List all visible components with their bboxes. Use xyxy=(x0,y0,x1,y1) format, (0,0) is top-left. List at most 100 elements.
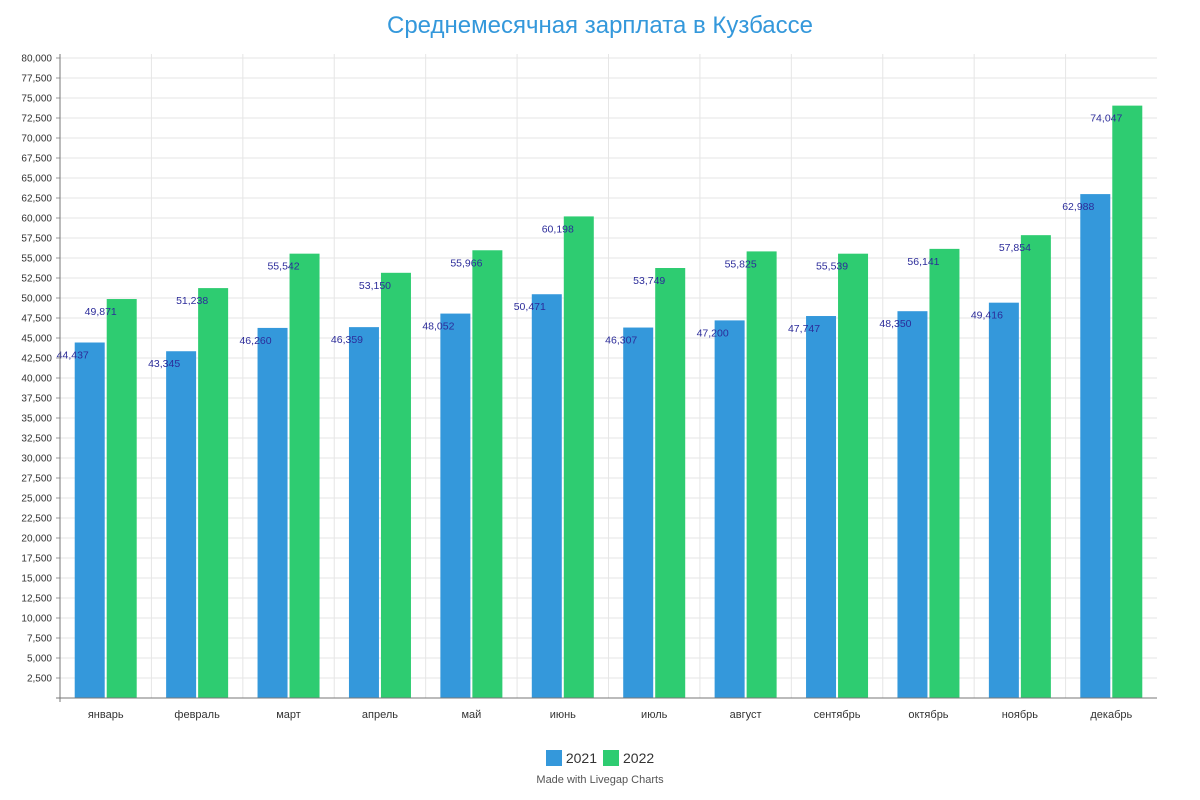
value-label-2022-11: 74,047 xyxy=(1090,113,1122,125)
y-tick-label: 22,500 xyxy=(21,514,52,525)
bar-2022-8[interactable] xyxy=(838,253,869,699)
y-tick-label: 27,500 xyxy=(21,474,52,485)
value-label-2022-4: 55,966 xyxy=(450,257,482,269)
bar-2022-4[interactable] xyxy=(472,250,503,698)
bar-2021-7[interactable] xyxy=(714,320,745,698)
bar-2022-5[interactable] xyxy=(563,216,594,698)
y-tick-label: 80,000 xyxy=(21,54,52,65)
bar-2022-11[interactable] xyxy=(1112,105,1143,698)
y-tick-label: 77,500 xyxy=(21,74,52,85)
value-label-2021-3: 46,359 xyxy=(331,334,363,346)
value-label-2021-11: 62,988 xyxy=(1062,201,1094,213)
legend-label-2021: 2021 xyxy=(565,750,597,766)
y-tick-label: 47,500 xyxy=(21,314,52,325)
value-label-2021-2: 46,260 xyxy=(239,335,271,347)
y-tick-label: 10,000 xyxy=(21,614,52,625)
y-tick-label: 37,500 xyxy=(21,394,52,405)
y-tick-label: 50,000 xyxy=(21,294,52,305)
bar-2021-3[interactable] xyxy=(348,327,379,698)
y-tick-label: 40,000 xyxy=(21,374,52,385)
chart-title: Среднемесячная зарплата в Кузбассе xyxy=(387,12,813,39)
y-tick-label: 17,500 xyxy=(21,554,52,565)
y-tick-label: 57,500 xyxy=(21,234,52,245)
bar-2021-5[interactable] xyxy=(531,294,562,698)
value-label-2021-1: 43,345 xyxy=(148,358,180,370)
x-category-label: сентябрь xyxy=(814,709,861,721)
x-category-label: май xyxy=(461,709,481,721)
bar-2021-6[interactable] xyxy=(623,327,654,698)
y-tick-label: 55,000 xyxy=(21,254,52,265)
y-tick-label: 72,500 xyxy=(21,114,52,125)
value-label-2021-5: 50,471 xyxy=(514,301,546,313)
x-category-label: декабрь xyxy=(1090,709,1132,721)
value-label-2022-7: 55,825 xyxy=(725,258,757,270)
y-tick-label: 15,000 xyxy=(21,574,52,585)
value-label-2021-6: 46,307 xyxy=(605,335,637,347)
value-label-2022-10: 57,854 xyxy=(999,242,1031,254)
value-labels: 44,437 49,871 43,345 51,238 46,260 55,542 46,3… xyxy=(57,113,1123,371)
bar-2022-0[interactable] xyxy=(106,299,137,698)
bar-2021-11[interactable] xyxy=(1080,194,1111,698)
bar-2022-7[interactable] xyxy=(746,251,777,698)
x-axis-categories: январь февраль март апрель май июнь июль август… xyxy=(88,709,1133,721)
bar-2021-4[interactable] xyxy=(440,313,471,698)
y-tick-label: 35,000 xyxy=(21,414,52,425)
legend-swatch-2022 xyxy=(603,750,619,766)
y-tick-label: 30,000 xyxy=(21,454,52,465)
y-axis-ticks: 2,500 5,000 7,500 10,000 12,500 15,000 17,500 2… xyxy=(21,54,60,685)
y-tick-label: 67,500 xyxy=(21,154,52,165)
bar-2021-10[interactable] xyxy=(988,302,1019,698)
credit-text: Made with Livegap Charts xyxy=(536,774,664,786)
y-tick-label: 7,500 xyxy=(27,634,52,645)
y-tick-label: 5,000 xyxy=(27,654,52,665)
bar-2021-0[interactable] xyxy=(74,342,105,698)
x-category-label: июнь xyxy=(550,709,576,721)
value-label-2022-8: 55,539 xyxy=(816,261,848,273)
bar-2022-6[interactable] xyxy=(655,268,686,698)
value-label-2021-4: 48,052 xyxy=(422,321,454,333)
y-tick-label: 2,500 xyxy=(27,674,52,685)
bar-2021-9[interactable] xyxy=(897,311,928,698)
bar-2022-3[interactable] xyxy=(380,272,411,698)
y-tick-label: 42,500 xyxy=(21,354,52,365)
bars xyxy=(74,105,1143,699)
x-category-label: март xyxy=(276,709,301,721)
grid-lines xyxy=(60,54,1157,698)
bar-2021-8[interactable] xyxy=(806,316,837,698)
value-label-2022-3: 53,150 xyxy=(359,280,391,292)
y-tick-label: 25,000 xyxy=(21,494,52,505)
value-label-2022-9: 56,141 xyxy=(907,256,939,268)
value-label-2021-7: 47,200 xyxy=(697,327,729,339)
value-label-2022-1: 51,238 xyxy=(176,295,208,307)
value-label-2022-5: 60,198 xyxy=(542,223,574,235)
bar-2021-1[interactable] xyxy=(166,351,197,698)
y-tick-label: 32,500 xyxy=(21,434,52,445)
bar-2022-2[interactable] xyxy=(289,253,320,698)
value-label-2022-0: 49,871 xyxy=(85,306,117,318)
legend: 2021 2022 xyxy=(0,750,1200,766)
value-label-2021-9: 48,350 xyxy=(879,318,911,330)
x-category-label: ноябрь xyxy=(1002,709,1039,721)
y-tick-label: 20,000 xyxy=(21,534,52,545)
bar-2022-1[interactable] xyxy=(198,288,229,698)
value-label-2021-8: 47,747 xyxy=(788,323,820,335)
x-category-label: июль xyxy=(641,709,668,721)
y-tick-label: 60,000 xyxy=(21,214,52,225)
y-tick-label: 65,000 xyxy=(21,174,52,185)
y-tick-label: 62,500 xyxy=(21,194,52,205)
legend-swatch-2021 xyxy=(545,750,562,766)
legend-label-2022: 2022 xyxy=(623,750,655,766)
bar-2022-9[interactable] xyxy=(929,248,960,698)
bar-2021-2[interactable] xyxy=(257,327,288,698)
x-category-label: февраль xyxy=(174,709,220,721)
x-category-label: октябрь xyxy=(908,709,948,721)
value-label-2022-2: 55,542 xyxy=(267,261,299,273)
value-label-2021-0: 44,437 xyxy=(57,350,89,362)
legend-item-2022[interactable]: 2022 xyxy=(603,750,654,766)
x-category-label: апрель xyxy=(362,709,398,721)
y-tick-label: 75,000 xyxy=(21,94,52,105)
legend-item-2021[interactable]: 2021 xyxy=(545,750,597,766)
bar-2022-10[interactable] xyxy=(1020,235,1051,698)
axes xyxy=(56,54,1157,702)
